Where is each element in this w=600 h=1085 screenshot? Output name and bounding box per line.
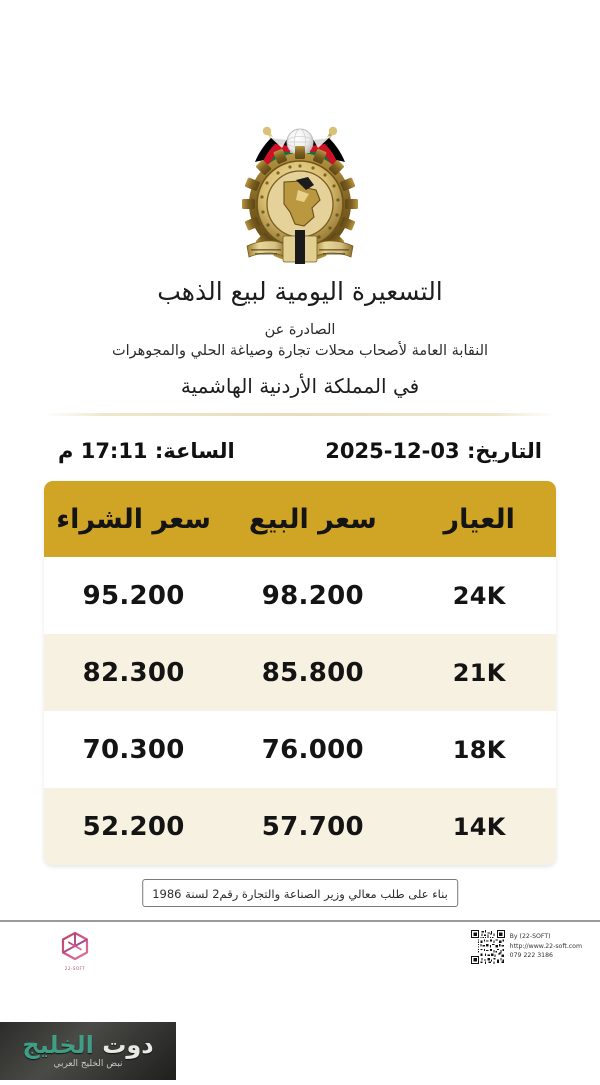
table-row: 21K 85.800 82.300: [44, 634, 556, 711]
value-buy: 52.200: [82, 811, 185, 842]
cell-karat: 14K: [402, 813, 556, 841]
header-cell-buy: سعر الشراء: [44, 504, 223, 535]
page-title: التسعيرة اليومية لبيع الذهب: [157, 277, 443, 306]
table-header-row: العيار سعر البيع سعر الشراء: [44, 481, 556, 557]
value-sell: 85.800: [261, 657, 364, 688]
value-sell: 98.200: [261, 580, 364, 611]
date-label: التاريخ:: [466, 439, 542, 463]
cell-sell: 57.700: [223, 812, 402, 842]
cell-karat: 21K: [402, 659, 556, 687]
cell-buy: 70.300: [44, 735, 223, 765]
watermark-brand-part2: الخليج: [22, 1031, 94, 1059]
header-label-sell: سعر البيع: [248, 503, 377, 535]
value-karat: 21K: [452, 658, 506, 687]
jordan-map-icon: [283, 177, 321, 227]
value-buy: 95.200: [82, 580, 185, 611]
time-value: 17:11 م: [58, 439, 148, 463]
ribbon-banner-icon: [246, 230, 354, 264]
vendor-credit-block: By (22-SOFT) http://www.22-soft.com 079 …: [470, 930, 582, 964]
cell-karat: 18K: [402, 736, 556, 764]
footer-bar: 22-SOFT: [0, 922, 600, 1010]
table-row: 18K 76.000 70.300: [44, 711, 556, 788]
cell-sell: 85.800: [223, 658, 402, 688]
credit-line-url[interactable]: http://www.22-soft.com: [509, 942, 582, 950]
header-label-karat: العيار: [443, 503, 515, 535]
qr-code-icon: [470, 930, 505, 964]
organization-name: النقابة العامة لأصحاب محلات تجارة وصياغة…: [111, 343, 489, 360]
header-cell-sell: سعر البيع: [223, 504, 402, 535]
union-logo: [0, 118, 600, 274]
header-label-buy: سعر الشراء: [56, 503, 211, 535]
footnote-text: بناء على طلب معالي وزير الصناعة والتجارة…: [152, 887, 448, 901]
issued-by-label: الصادرة عن: [264, 321, 336, 338]
value-karat: 14K: [452, 812, 506, 841]
vendor-logo: 22-SOFT: [48, 931, 102, 971]
date-display: التاريخ: 03-12-2025: [325, 439, 542, 463]
legal-footnote: بناء على طلب معالي وزير الصناعة والتجارة…: [142, 879, 458, 907]
date-time-bar: التاريخ: 03-12-2025 الساعة: 17:11 م: [44, 429, 556, 473]
cell-buy: 82.300: [44, 658, 223, 688]
gold-price-table: العيار سعر البيع سعر الشراء 24K 98.200 9…: [44, 481, 556, 865]
bottom-divider: [0, 920, 600, 922]
vendor-credit-lines: By (22-SOFT) http://www.22-soft.com 079 …: [510, 930, 582, 961]
header-divider: [44, 413, 556, 416]
cell-buy: 95.200: [44, 581, 223, 611]
cell-sell: 76.000: [223, 735, 402, 765]
cell-buy: 52.200: [44, 812, 223, 842]
site-watermark: دوت الخليج نبض الخليج العربي: [0, 1022, 176, 1080]
cell-karat: 24K: [402, 582, 556, 610]
union-emblem-icon: [242, 126, 358, 264]
time-display: الساعة: 17:11 م: [58, 439, 235, 463]
watermark-tagline: نبض الخليج العربي: [53, 1059, 123, 1069]
value-sell: 76.000: [261, 734, 364, 765]
credit-line-phone: 079 222 3186: [509, 952, 553, 960]
time-label: الساعة:: [154, 439, 235, 463]
header-text-block: التسعيرة اليومية لبيع الذهب الصادرة عن ا…: [0, 277, 600, 399]
country-line: في المملكة الأردنية الهاشمية: [180, 373, 420, 398]
cube-icon: [61, 931, 89, 961]
value-buy: 82.300: [82, 657, 185, 688]
value-sell: 57.700: [261, 811, 364, 842]
value-karat: 24K: [452, 581, 506, 610]
table-row: 14K 57.700 52.200: [44, 788, 556, 865]
value-karat: 18K: [452, 735, 506, 764]
table-row: 24K 98.200 95.200: [44, 557, 556, 634]
credit-line-by: By (22-SOFT): [509, 933, 551, 940]
value-buy: 70.300: [82, 734, 185, 765]
cell-sell: 98.200: [223, 581, 402, 611]
date-value: 03-12-2025: [325, 439, 460, 463]
vendor-logo-caption: 22-SOFT: [64, 966, 86, 971]
watermark-brand-part1: دوت: [93, 1031, 154, 1059]
header-cell-karat: العيار: [402, 504, 556, 535]
watermark-brand: دوت الخليج: [22, 1033, 153, 1057]
